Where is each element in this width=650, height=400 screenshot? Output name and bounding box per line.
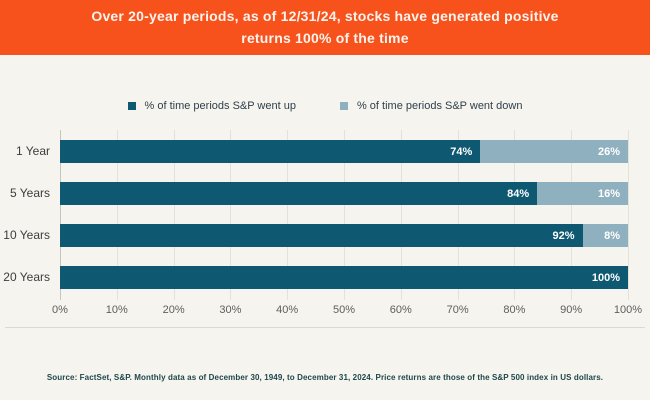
- gridline: [571, 130, 573, 300]
- category-label: 20 Years: [3, 270, 50, 284]
- footer-divider: [5, 327, 645, 328]
- bar-value-label: 26%: [597, 145, 620, 158]
- bar-row: 100%: [60, 266, 628, 289]
- bar-row: 84% 16%: [60, 182, 628, 205]
- legend-item: % of time periods S&P went up: [127, 100, 296, 112]
- x-tick-label: 0%: [52, 304, 68, 316]
- x-tick-label: 30%: [219, 304, 242, 316]
- gridline: [457, 130, 459, 300]
- x-tick-label: 70%: [446, 304, 469, 316]
- category-label: 1 Year: [15, 144, 50, 158]
- x-tick-label: 20%: [162, 304, 185, 316]
- legend-item: % of time periods S&P went down: [339, 100, 523, 112]
- bar-segment: 100%: [60, 266, 628, 289]
- category-label: 5 Years: [9, 186, 50, 200]
- bar-value-label: 16%: [597, 187, 620, 200]
- page-title: Over 20-year periods, as of 12/31/24, st…: [91, 7, 559, 46]
- bar-row: 74% 26%: [60, 140, 628, 163]
- category-label: 10 Years: [3, 228, 50, 242]
- gridline: [287, 130, 289, 300]
- bar-row: 92% 8%: [60, 224, 628, 247]
- x-tick-label: 50%: [332, 304, 356, 316]
- x-tick-label: 100%: [613, 304, 643, 316]
- x-tick-label: 10%: [105, 304, 128, 316]
- bar-segment: 26%: [480, 140, 628, 163]
- bar-segment: 92%: [60, 224, 583, 247]
- source-note: Source: FactSet, S&P. Monthly data as of…: [46, 373, 604, 382]
- gridline: [173, 130, 175, 300]
- bar-value-label: 100%: [591, 271, 620, 284]
- chart-legend: % of time periods S&P went up % of time p…: [0, 97, 650, 115]
- bar-value-label: 74%: [450, 145, 473, 158]
- bar-value-label: 8%: [604, 229, 620, 242]
- x-axis-ticks: 0% 10% 20% 30% 40% 50% 60% 70% 80% 90% 100%: [52, 304, 642, 318]
- bar-segment: 8%: [582, 224, 628, 247]
- legend-swatch: [127, 102, 136, 110]
- bar-value-label: 92%: [552, 229, 575, 242]
- gridline: [60, 130, 61, 300]
- gridline: [230, 130, 232, 300]
- title-banner: Over 20-year periods, as of 12/31/24, st…: [0, 0, 650, 55]
- legend-swatch: [339, 102, 348, 110]
- x-tick-label: 40%: [276, 304, 299, 316]
- bar-value-label: 84%: [507, 187, 530, 200]
- bar-segment: 84%: [60, 182, 538, 205]
- gridline: [628, 130, 629, 300]
- legend-label: % of time periods S&P went down: [356, 100, 523, 112]
- gridline: [514, 130, 516, 300]
- x-tick-label: 90%: [560, 304, 583, 316]
- gridline: [400, 130, 402, 300]
- plot-area: 74% 26% 84% 16% 92% 8% 100%: [60, 130, 629, 300]
- bar-segment: 16%: [537, 182, 628, 205]
- gridline: [116, 130, 118, 300]
- x-tick-label: 60%: [389, 304, 412, 316]
- y-axis-labels: 1 Year 5 Years 10 Years 20 Years: [0, 130, 50, 300]
- x-tick-label: 80%: [503, 304, 526, 316]
- bar-segment: 74%: [60, 140, 481, 163]
- legend-label: % of time periods S&P went up: [144, 100, 296, 112]
- gridline: [344, 130, 345, 300]
